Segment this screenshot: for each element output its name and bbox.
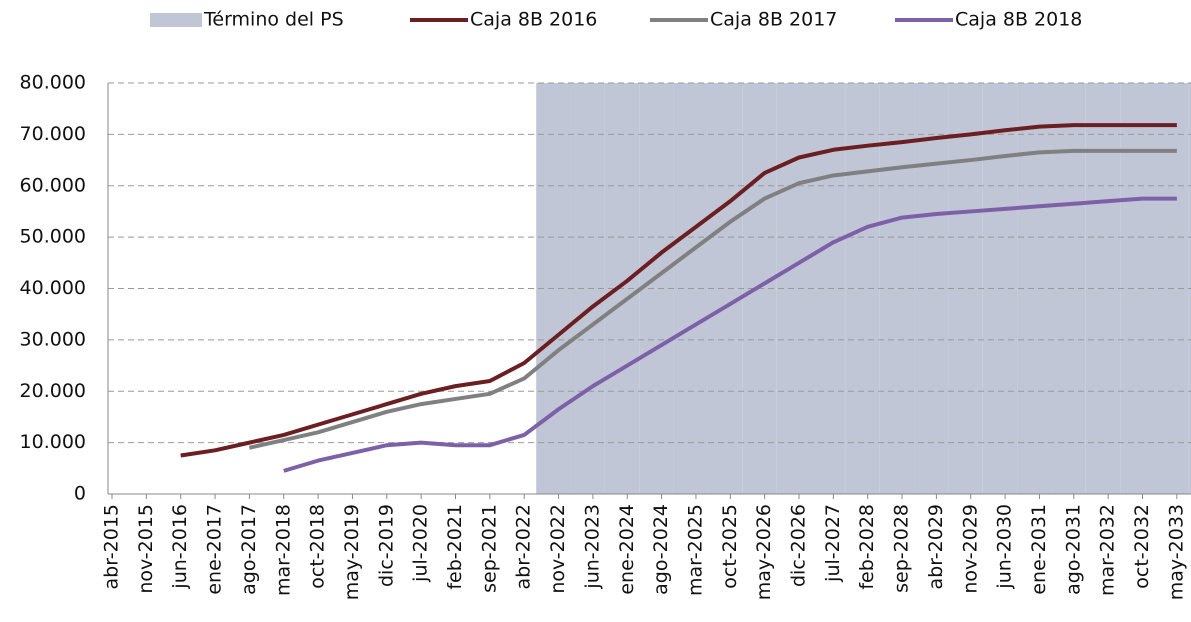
x-tick-label: ago-2017 [238,504,260,595]
x-tick-label: nov-2022 [547,504,569,594]
x-tick-label: may-2026 [753,504,775,600]
x-tick-label: nov-2015 [135,504,157,594]
y-tick-label: 70.000 [20,123,86,145]
x-tick-label: jul-2027 [822,504,844,583]
x-tick-label: oct-2032 [1131,504,1153,589]
legend-label: Término del PS [203,9,344,31]
x-tick-label: abr-2015 [101,504,123,590]
x-tick-label: jun-2023 [581,504,603,590]
x-tick-label: ene-2024 [616,504,638,595]
x-tick-label: oct-2018 [307,504,329,589]
x-tick-label: may-2019 [341,504,363,600]
x-tick-label: ago-2024 [650,504,672,595]
y-tick-label: 40.000 [20,277,86,299]
y-tick-label: 0 [74,483,86,505]
x-tick-label: sep-2028 [891,504,913,593]
x-tick-label: dic-2019 [375,504,397,587]
x-tick-label: nov-2029 [959,504,981,594]
x-tick-label: jul-2020 [410,504,432,583]
x-tick-label: mar-2018 [272,504,294,596]
x-tick-label: ene-2031 [1028,504,1050,595]
legend-swatch [150,13,202,27]
y-tick-label: 20.000 [20,380,86,402]
x-tick-label: oct-2025 [719,504,741,589]
shade-bar [639,83,674,494]
y-tick-label: 50.000 [20,226,86,248]
x-tick-label: ago-2031 [1062,504,1084,595]
x-tick-label: may-2033 [1165,504,1187,600]
x-tick-label: jun-2016 [169,504,191,590]
y-tick-label: 10.000 [20,431,86,453]
legend-label: Caja 8B 2018 [955,9,1082,31]
x-tick-label: ene-2017 [204,504,226,595]
x-tick-label: sep-2021 [478,504,500,593]
legend-label: Caja 8B 2016 [470,9,597,31]
x-tick-label: mar-2032 [1097,504,1119,596]
x-tick-label: jun-2030 [994,504,1016,590]
x-tick-label: dic-2026 [788,504,810,587]
x-tick-label: mar-2025 [684,504,706,596]
x-tick-label: feb-2021 [444,504,466,590]
x-tick-label: abr-2029 [925,504,947,590]
x-tick-label: feb-2028 [856,504,878,590]
series-line [180,123,1177,458]
y-tick-label: 30.000 [20,328,86,350]
x-tick-label: abr-2022 [513,504,535,590]
series-line [248,148,1177,450]
legend-label: Caja 8B 2017 [710,9,837,31]
y-tick-label: 60.000 [20,174,86,196]
shade-bar [948,83,983,494]
y-tick-label: 80.000 [20,72,86,94]
series-line [283,196,1177,473]
